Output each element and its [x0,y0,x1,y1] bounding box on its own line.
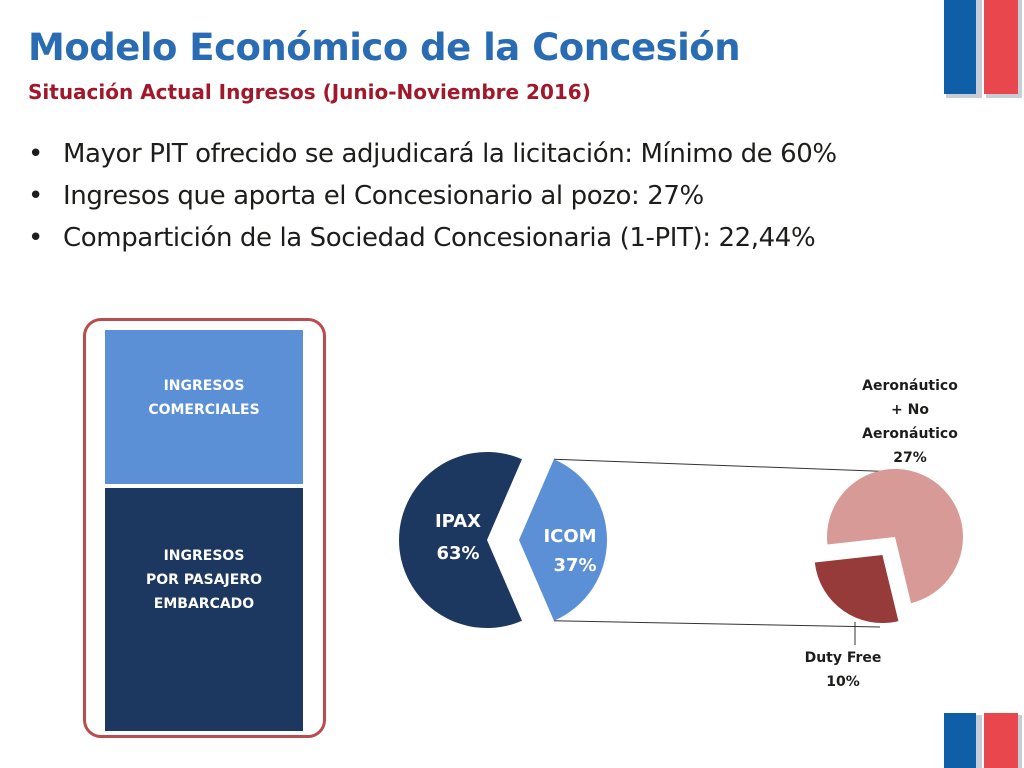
pie-labels: IPAX 63% ICOM 37% Aeronáutico + No Aeronáutico… [435,378,958,690]
flag-logo-bottom [944,713,1022,768]
block-label-line: EMBARCADO [153,596,255,612]
pie-value-duty-free: 10% [826,674,860,690]
commercial-revenue-block: INGRESOS COMERCIALES [105,330,303,484]
bullet-item: Ingresos que aporta el Concesionario al … [28,175,837,217]
pie-value-icom: 37% [553,555,596,576]
block-label-line: INGRESOS [163,548,245,564]
pie-slice-aeronautico [827,469,963,604]
pie-label-icom: ICOM [543,526,596,547]
main-revenue-pie [399,451,608,628]
slide-title: Modelo Económico de la Concesión [28,26,741,69]
pie-slice-ipax [399,451,522,628]
block-label-line: INGRESOS [163,378,245,394]
bullet-item: Mayor PIT ofrecido se adjudicará la lici… [28,133,837,175]
slide-subtitle: Situación Actual Ingresos (Junio-Noviemb… [28,80,591,104]
flag-logo-top [944,0,1022,98]
connector-line-top [553,458,901,473]
pie-label-duty-free: Duty Free [805,650,882,666]
pie-value-ipax: 63% [436,543,479,564]
pie-value-aeronautico: 27% [893,450,927,466]
pie-label-aeronautico: Aeronáutico [862,426,958,442]
bullet-list: Mayor PIT ofrecido se adjudicará la lici… [28,133,837,259]
block-label-line: COMERCIALES [148,402,260,418]
pie-label-aeronautico: + No [891,402,929,418]
revenue-stack-frame [83,318,326,738]
commercial-breakdown-pie [814,469,963,624]
pie-slice-duty-free [814,555,899,624]
bullet-item: Compartición de la Sociedad Concesionari… [28,217,837,259]
connector-line-bottom [553,620,881,628]
pie-connector-lines [553,458,901,628]
pie-slice-icom [519,459,608,621]
passenger-revenue-block: INGRESOS POR PASAJERO EMBARCADO [105,488,303,731]
pie-label-ipax: IPAX [435,511,481,532]
block-label-line: POR PASAJERO [146,572,262,588]
pie-label-aeronautico: Aeronáutico [862,378,958,394]
